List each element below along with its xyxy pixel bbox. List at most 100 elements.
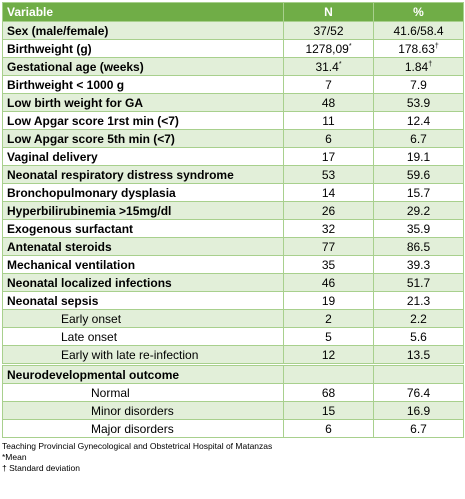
superscript: *: [338, 60, 342, 68]
percent-cell: 35.9: [373, 219, 464, 238]
n-cell: 35: [283, 255, 374, 274]
variable-cell: Neonatal respiratory distress syndrome: [2, 165, 284, 184]
footnotes: Teaching Provincial Gynecological and Ob…: [2, 441, 463, 474]
table-row: Birthweight < 1000 g 7 7.9: [2, 75, 464, 94]
cell-value: 31.4: [315, 59, 339, 74]
percent-cell: 6.7: [373, 129, 464, 148]
n-cell: 14: [283, 183, 374, 202]
data-table: Variable N % Sex (male/female) 37/52 41.6/…: [2, 2, 464, 438]
variable-cell: Neonatal sepsis: [2, 291, 284, 310]
variable-cell: Neurodevelopmental outcome: [2, 364, 284, 384]
n-cell: 32: [283, 219, 374, 238]
percent-cell: 5.6: [373, 327, 464, 346]
percent-cell: 178.63†: [373, 39, 464, 58]
table-row: Hyperbilirubinemia >15mg/dl 26 29.2: [2, 201, 464, 220]
variable-cell: Birthweight < 1000 g: [2, 75, 284, 94]
table-row: Low Apgar score 5th min (<7) 6 6.7: [2, 129, 464, 148]
variable-cell: Vaginal delivery: [2, 147, 284, 166]
variable-cell: Early with late re-infection: [2, 345, 284, 365]
table-row: Normal 68 76.4: [2, 383, 464, 402]
header-cell: N: [283, 2, 374, 22]
cell-value: 1.84: [404, 59, 429, 74]
n-cell: 77: [283, 237, 374, 256]
table-section: Sex (male/female) 37/52 41.6/58.4 Birthweig…: [2, 21, 464, 365]
table-row: Early onset 2 2.2: [2, 309, 464, 328]
n-cell: 6: [283, 129, 374, 148]
percent-cell: 16.9: [373, 401, 464, 420]
percent-cell: 6.7: [373, 419, 464, 438]
variable-cell: Neonatal localized infections: [2, 273, 284, 292]
superscript: *: [348, 42, 352, 50]
variable-cell: Gestational age (weeks): [2, 57, 284, 76]
header-cell: Variable: [2, 2, 284, 22]
table-row: Minor disorders 15 16.9: [2, 401, 464, 420]
cell-value: 178.63: [398, 41, 435, 56]
table-row: Neonatal localized infections 46 51.7: [2, 273, 464, 292]
table-row: Bronchopulmonary dysplasia 14 15.7: [2, 183, 464, 202]
percent-cell: 86.5: [373, 237, 464, 256]
n-cell: 46: [283, 273, 374, 292]
table-row: Early with late re-infection 12 13.5: [2, 345, 464, 365]
variable-cell: Major disorders: [2, 419, 284, 438]
variable-cell: Late onset: [2, 327, 284, 346]
variable-cell: Low Apgar score 1rst min (<7): [2, 111, 284, 130]
variable-cell: Normal: [2, 383, 284, 402]
table-row: Exogenous surfactant 32 35.9: [2, 219, 464, 238]
percent-cell: 13.5: [373, 345, 464, 365]
table-row: Neurodevelopmental outcome: [2, 364, 464, 384]
footnote: † Standard deviation: [2, 463, 80, 473]
superscript: †: [434, 42, 439, 50]
n-cell: 1278,09*: [283, 39, 374, 58]
n-cell: 26: [283, 201, 374, 220]
percent-cell: 21.3: [373, 291, 464, 310]
table-row: Gestational age (weeks) 31.4* 1.84†: [2, 57, 464, 76]
percent-cell: 59.6: [373, 165, 464, 184]
percent-cell: 51.7: [373, 273, 464, 292]
percent-cell: 2.2: [373, 309, 464, 328]
n-cell: 12: [283, 345, 374, 365]
variable-cell: Mechanical ventilation: [2, 255, 284, 274]
percent-cell: 1.84†: [373, 57, 464, 76]
n-cell: 17: [283, 147, 374, 166]
header-cell: %: [373, 2, 464, 22]
percent-cell: 29.2: [373, 201, 464, 220]
table-section: Neurodevelopmental outcome Normal 68 76.4 Mi…: [2, 364, 464, 438]
table-row: Antenatal steroids 77 86.5: [2, 237, 464, 256]
variable-cell: Low birth weight for GA: [2, 93, 284, 112]
footnote: Teaching Provincial Gynecological and Ob…: [2, 441, 273, 451]
document: Variable N % Sex (male/female) 37/52 41.6/…: [2, 2, 464, 474]
n-cell: 19: [283, 291, 374, 310]
variable-cell: Sex (male/female): [2, 21, 284, 40]
table-row: Low birth weight for GA 48 53.9: [2, 93, 464, 112]
n-cell: 15: [283, 401, 374, 420]
percent-cell: 41.6/58.4: [373, 21, 464, 40]
table-row: Major disorders 6 6.7: [2, 419, 464, 438]
percent-cell: 7.9: [373, 75, 464, 94]
table-row: Mechanical ventilation 35 39.3: [2, 255, 464, 274]
footnote: *Mean: [2, 452, 27, 462]
variable-cell: Birthweight (g): [2, 39, 284, 58]
percent-cell: [373, 364, 464, 384]
n-cell: 37/52: [283, 21, 374, 40]
variable-cell: Bronchopulmonary dysplasia: [2, 183, 284, 202]
variable-cell: Minor disorders: [2, 401, 284, 420]
cell-value: 1278,09: [305, 41, 349, 56]
header-row: Variable N %: [2, 2, 464, 22]
table-row: Neonatal respiratory distress syndrome 53…: [2, 165, 464, 184]
n-cell: 2: [283, 309, 374, 328]
variable-cell: Hyperbilirubinemia >15mg/dl: [2, 201, 284, 220]
table-row: Birthweight (g) 1278,09* 178.63†: [2, 39, 464, 58]
n-cell: 53: [283, 165, 374, 184]
table-row: Low Apgar score 1rst min (<7) 11 12.4: [2, 111, 464, 130]
percent-cell: 19.1: [373, 147, 464, 166]
variable-cell: Exogenous surfactant: [2, 219, 284, 238]
table-row: Neonatal sepsis 19 21.3: [2, 291, 464, 310]
n-cell: 6: [283, 419, 374, 438]
table-row: Late onset 5 5.6: [2, 327, 464, 346]
n-cell: 68: [283, 383, 374, 402]
table-row: Sex (male/female) 37/52 41.6/58.4: [2, 21, 464, 40]
variable-cell: Early onset: [2, 309, 284, 328]
table-row: Vaginal delivery 17 19.1: [2, 147, 464, 166]
n-cell: 5: [283, 327, 374, 346]
n-cell: 48: [283, 93, 374, 112]
